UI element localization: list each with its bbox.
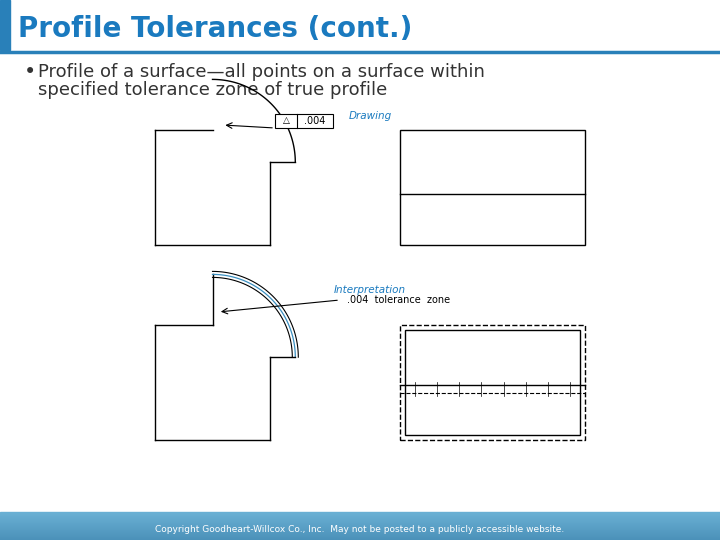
Bar [0, 529, 720, 530]
Bar [0, 527, 720, 528]
Bar [0, 521, 720, 522]
Bar [0, 514, 720, 515]
Bar [0, 513, 720, 514]
Bar [400, 325, 585, 440]
Bar [0, 528, 720, 529]
Text: Drawing: Drawing [348, 111, 392, 121]
Bar [0, 538, 720, 539]
Bar [0, 524, 720, 525]
Bar [0, 525, 720, 526]
Text: Interpretation: Interpretation [334, 285, 406, 295]
Bar [0, 518, 720, 519]
Bar [0, 536, 720, 537]
Text: specified tolerance zone of true profile: specified tolerance zone of true profile [38, 81, 387, 99]
Text: Profile of a surface—all points on a surface within: Profile of a surface—all points on a sur… [38, 63, 485, 81]
Text: △: △ [282, 117, 289, 125]
Bar [0, 526, 720, 527]
Bar [0, 537, 720, 538]
Bar [275, 114, 333, 128]
Text: .004: .004 [305, 116, 325, 126]
Bar [0, 522, 720, 523]
Bar [0, 539, 720, 540]
Text: .004  tolerance  zone: .004 tolerance zone [347, 295, 450, 305]
Bar [0, 535, 720, 536]
Bar [0, 533, 720, 534]
Bar [0, 512, 720, 513]
Bar [0, 520, 720, 521]
Text: Profile Tolerances (cont.): Profile Tolerances (cont.) [18, 15, 413, 43]
Bar [0, 517, 720, 518]
Bar [0, 515, 720, 516]
Bar [0, 532, 720, 533]
Bar [0, 534, 720, 535]
Bar [0, 523, 720, 524]
Text: •: • [24, 62, 36, 82]
Text: Copyright Goodheart-Willcox Co., Inc.  May not be posted to a publicly accessibl: Copyright Goodheart-Willcox Co., Inc. Ma… [156, 525, 564, 535]
Bar [0, 531, 720, 532]
Bar [0, 0, 10, 50]
Bar [400, 130, 585, 245]
Bar [0, 516, 720, 517]
Bar [0, 519, 720, 520]
Bar [405, 330, 580, 435]
Bar [0, 530, 720, 531]
